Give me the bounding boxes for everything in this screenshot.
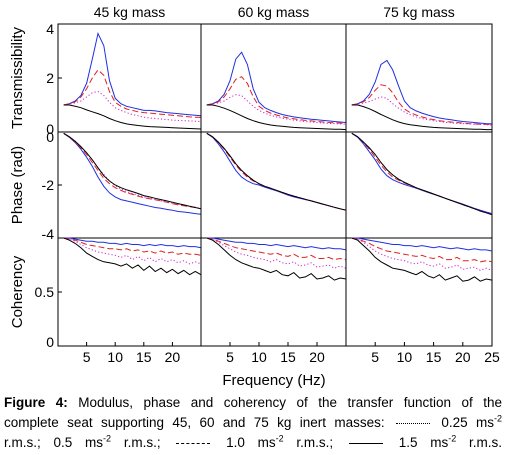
- row-axis-labels: Transmissibility Phase (rad) Coherency: [9, 27, 26, 329]
- panel: [200, 23, 347, 133]
- series-line: [206, 104, 347, 131]
- series-line: [206, 237, 347, 281]
- panel-frame: [200, 237, 347, 347]
- y-tick-label: 4: [46, 21, 54, 37]
- legend-value-2: 1.0 ms: [226, 435, 276, 450]
- series-line: [206, 51, 347, 123]
- panel: [345, 23, 493, 133]
- panel: 5 10 15 20 25: [345, 237, 500, 365]
- figure-canvas: 45 kg mass 60 kg mass 75 kg mass Transmiss…: [9, 4, 500, 389]
- panel-frame: [57, 237, 202, 347]
- series-line: [351, 237, 493, 282]
- series-line: [63, 237, 202, 256]
- caption-label: Figure 4:: [4, 395, 68, 410]
- series-line: [206, 132, 347, 211]
- x-tick-label: 5: [83, 349, 91, 365]
- x-tick-label: 5: [226, 349, 234, 365]
- row-axis-label: Phase (rad): [9, 146, 26, 224]
- series-line: [206, 237, 347, 251]
- panel: 4 2 0: [46, 21, 202, 137]
- panel: [200, 131, 347, 239]
- panel: 5 10 15 20: [200, 237, 347, 365]
- legend-exp-1: -2: [103, 433, 112, 444]
- x-tick-label: 10: [251, 349, 267, 365]
- column-titles: 45 kg mass 60 kg mass 75 kg mass: [94, 4, 455, 20]
- panel-frame: [345, 23, 493, 133]
- x-tick-label: 25: [484, 349, 500, 365]
- series-line: [206, 237, 347, 261]
- series-line: [206, 237, 347, 269]
- legend-dotted-line: [395, 422, 430, 424]
- x-tick-label: 10: [107, 349, 123, 365]
- y-tick-label: 0: [46, 121, 54, 137]
- series-line: [351, 104, 492, 131]
- caption-text-2: complete seat supporting 45, 60 and 75 k…: [4, 415, 385, 430]
- caption-line-2: complete seat supporting 45, 60 and 75 k…: [4, 413, 502, 433]
- legend-rms-1: r.m.s.;: [123, 435, 161, 450]
- legend-rms-2: r.m.s.;: [296, 435, 334, 450]
- series-line: [63, 132, 202, 215]
- panel: 5 10 15 20 0.5 0: [35, 237, 202, 365]
- x-tick-label: 15: [426, 349, 442, 365]
- legend-value-3: 1.5 ms: [398, 435, 449, 450]
- series-line: [351, 132, 493, 216]
- series-line: [206, 76, 347, 124]
- x-tick-label: 20: [455, 349, 471, 365]
- legend-solid-line: [348, 442, 383, 444]
- panel: 0 -2 -4: [42, 129, 202, 242]
- legend-exp-3: -2: [448, 433, 457, 444]
- series-line: [351, 59, 493, 125]
- x-tick-label: 10: [397, 349, 413, 365]
- panel-frame: [345, 131, 493, 239]
- x-axis-label: Frequency (Hz): [222, 372, 325, 389]
- x-tick-label: 20: [309, 349, 325, 365]
- row-axis-label: Coherency: [9, 255, 26, 328]
- legend-value-0: 0.25 ms: [441, 415, 494, 430]
- column-title: 60 kg mass: [238, 4, 310, 20]
- series-line: [206, 94, 347, 125]
- y-tick-label: 0: [46, 129, 54, 145]
- series-line: [63, 132, 202, 210]
- legend-rms-0: r.m.s.;: [4, 435, 41, 450]
- series-line: [63, 31, 202, 117]
- legend-exp-2: -2: [275, 433, 284, 444]
- caption-line-3: r.m.s.; 0.5 ms-2 r.m.s.; 1.0 ms-2 r.m.s.…: [4, 433, 502, 453]
- series-line: [351, 237, 493, 252]
- y-tick-label: 0: [46, 334, 54, 350]
- series-line: [351, 237, 493, 271]
- panel-frame: [345, 237, 493, 347]
- legend-exp-0: -2: [493, 413, 502, 424]
- caption-text-1: Modulus, phase and coherency of the tran…: [67, 395, 502, 410]
- x-tick-label: 15: [136, 349, 152, 365]
- series-line: [63, 90, 202, 122]
- series-line: [63, 237, 202, 249]
- x-tick-label: 15: [280, 349, 296, 365]
- series-line: [351, 237, 493, 263]
- column-title: 45 kg mass: [94, 4, 166, 20]
- series-line: [351, 96, 493, 126]
- x-tick-label: 20: [165, 349, 181, 365]
- y-tick-label: 0.5: [35, 284, 55, 300]
- x-tick-label: 5: [371, 349, 379, 365]
- legend-value-1: 0.5 ms: [53, 435, 104, 450]
- series-line: [63, 69, 202, 118]
- row-axis-label: Transmissibility: [9, 27, 26, 129]
- panel-frame: [200, 23, 347, 133]
- caption-line-1: Figure 4: Modulus, phase and coherency o…: [4, 393, 502, 413]
- column-title: 75 kg mass: [383, 4, 455, 20]
- series-line: [63, 132, 202, 210]
- panel: [345, 131, 493, 239]
- y-tick-label: -2: [42, 177, 55, 193]
- series-line: [63, 104, 202, 130]
- series-line: [63, 237, 202, 276]
- legend-rms-3: r.m.s.: [469, 435, 503, 450]
- y-tick-label: 2: [46, 70, 54, 86]
- series-line: [351, 84, 493, 126]
- y-tick-label: -4: [42, 226, 55, 242]
- figure-caption: Figure 4: Modulus, phase and coherency o…: [4, 393, 502, 453]
- legend-dashed-line: [176, 442, 211, 444]
